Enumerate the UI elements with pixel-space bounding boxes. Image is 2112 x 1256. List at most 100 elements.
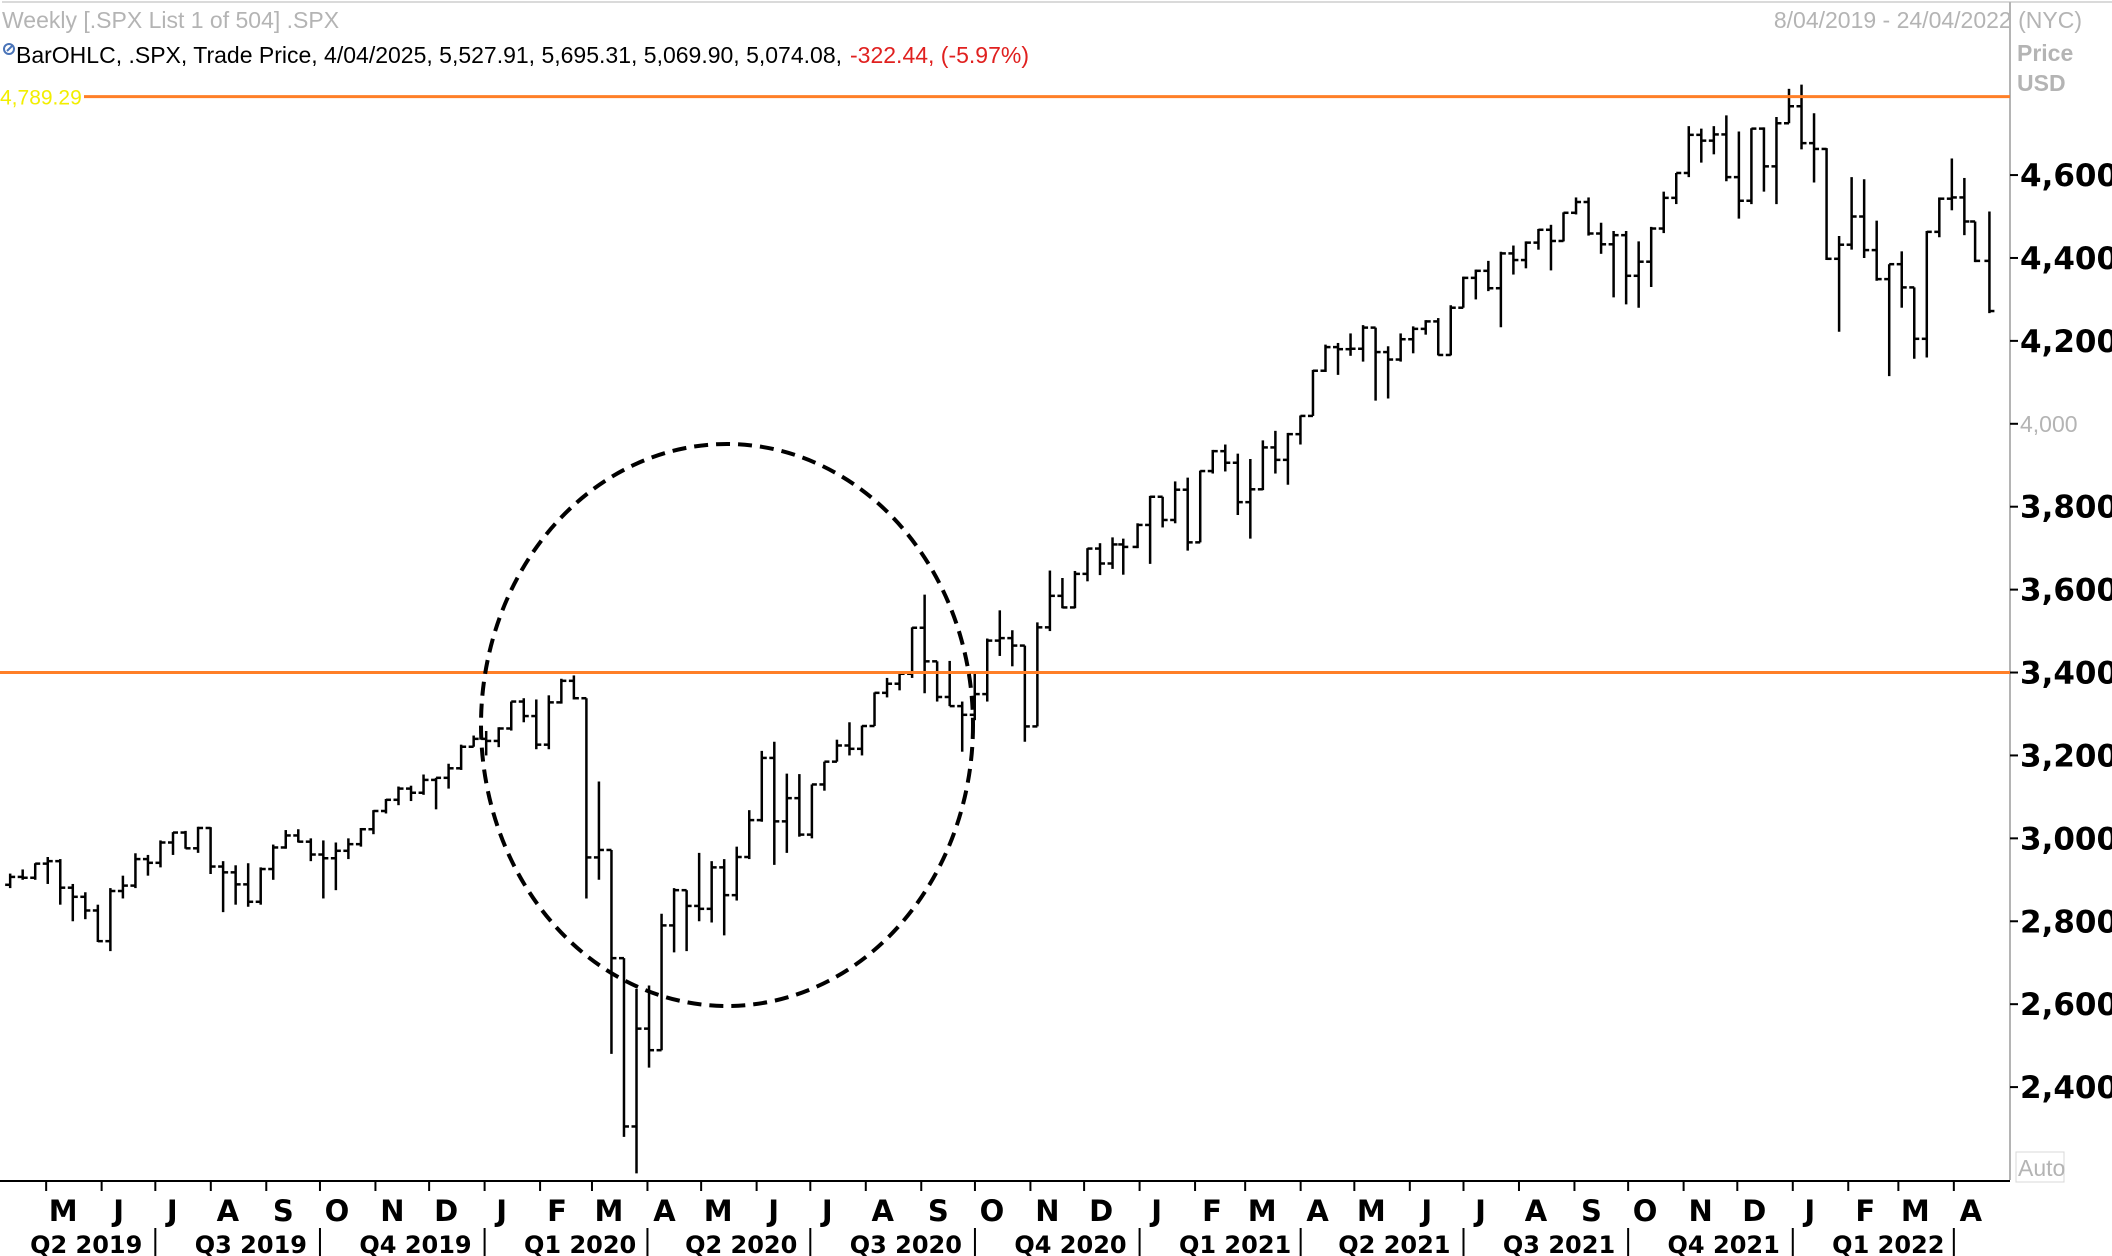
ohlc-bar	[1896, 251, 1907, 308]
price-axis-title: Price	[2017, 40, 2073, 66]
ohlc-bar	[1696, 128, 1707, 163]
ohlc-bar	[1934, 197, 1945, 238]
ohlc-bar	[1145, 495, 1156, 564]
x-month-label: M	[595, 1194, 624, 1228]
ohlc-bar	[268, 844, 279, 880]
ohlc-bar	[105, 888, 116, 952]
ohlc-bar	[593, 781, 604, 880]
ohlc-bar	[431, 776, 442, 810]
ohlc-bar	[1621, 231, 1632, 305]
ohlc-bar	[1195, 469, 1206, 544]
ohlc-bar	[1345, 333, 1356, 356]
ohlc-bar	[894, 672, 905, 691]
ohlc-bar	[243, 863, 254, 907]
x-quarter-label: Q3 2020	[850, 1231, 962, 1256]
ohlc-bar	[1683, 126, 1694, 178]
x-quarter-label: Q4 2021	[1668, 1231, 1780, 1256]
y-tick-label: 3,800	[2020, 490, 2112, 526]
ohlc-bar	[1783, 88, 1794, 125]
y-tick-label: 3,200	[2020, 738, 2112, 774]
ohlc-bar	[969, 673, 980, 721]
ohlc-bar	[1069, 570, 1080, 609]
ohlc-bar	[794, 774, 805, 837]
x-month-label: M	[1901, 1194, 1930, 1228]
x-quarter-label: Q1 2020	[524, 1231, 636, 1256]
x-month-label: J	[1149, 1194, 1162, 1228]
ohlc-bar	[1132, 523, 1143, 549]
ohlc-bar	[1420, 320, 1431, 335]
ohlc-bar	[618, 956, 629, 1137]
level-label-0: 4,789.29	[0, 87, 82, 110]
ohlc-bar	[1633, 241, 1644, 308]
x-month-label: J	[1419, 1194, 1432, 1228]
ohlc-bar	[982, 638, 993, 702]
ohlc-bar	[1846, 177, 1857, 250]
x-month-label: J	[494, 1194, 507, 1228]
ohlc-bar	[1558, 211, 1569, 243]
price-axis-currency: USD	[2017, 70, 2066, 96]
ohlc-bar	[1282, 432, 1293, 485]
ohlc-bar	[1320, 344, 1331, 372]
y-tick-label: 2,400	[2020, 1070, 2112, 1106]
ohlc-bar	[1520, 241, 1531, 269]
x-month-label: F	[1855, 1194, 1875, 1228]
ohlc-bar	[1984, 211, 1995, 314]
ohlc-bar	[1721, 115, 1732, 182]
ohlc-bar	[1671, 171, 1682, 205]
ohlc-bar	[293, 829, 304, 843]
date-range: 8/04/2019 - 24/04/2022 (NYC)	[1774, 7, 2082, 33]
ohlc-bar	[869, 691, 880, 728]
ohlc-bar	[393, 786, 404, 806]
ohlc-bar	[1295, 414, 1306, 445]
x-month-label: N	[1035, 1194, 1059, 1228]
ohlc-bar	[117, 875, 128, 899]
auto-scale-label: Auto	[2018, 1155, 2065, 1181]
ohlc-bar	[568, 675, 579, 700]
ohlc-bar	[493, 727, 504, 748]
ohlc-bar	[456, 744, 467, 770]
legend-settings-icon[interactable]	[3, 43, 15, 55]
ohlc-bar	[1157, 495, 1168, 528]
ohlc-bar	[80, 892, 91, 920]
ohlc-bar	[531, 699, 542, 750]
auto-scale-button[interactable]: Auto	[2015, 1151, 2065, 1183]
ohlc-bar	[1207, 449, 1218, 474]
ohlc-bar	[205, 826, 216, 875]
x-quarter-label: Q4 2019	[359, 1231, 471, 1256]
x-quarter-label: Q2 2019	[30, 1231, 142, 1256]
ohlc-bar	[932, 660, 943, 702]
x-month-label: A	[1525, 1194, 1548, 1228]
y-tick-label: 4,000	[2020, 411, 2078, 437]
ohlc-bar	[1708, 126, 1719, 155]
x-month-label: M	[49, 1194, 78, 1228]
ohlc-bar	[1495, 251, 1506, 328]
ohlc-bar	[1257, 440, 1268, 491]
ohlc-bar	[1545, 224, 1556, 271]
ohlc-bar	[155, 840, 166, 868]
ohlc-bar	[769, 741, 780, 865]
ohlc-bar	[1646, 226, 1657, 287]
x-month-label: O	[980, 1194, 1005, 1228]
x-month-label: J	[766, 1194, 779, 1228]
ohlc-bar	[844, 722, 855, 756]
ohlc-bar	[1019, 644, 1030, 742]
ohlc-bar	[355, 827, 366, 847]
ohlc-bar	[1270, 430, 1281, 474]
ohlc-bar	[1007, 630, 1018, 667]
x-month-label: A	[217, 1194, 240, 1228]
ohlc-bar	[318, 840, 329, 899]
ohlc-bar	[1508, 245, 1519, 275]
x-quarter-label: Q2 2021	[1338, 1231, 1450, 1256]
x-month-label: S	[928, 1194, 949, 1228]
time-axis-ticks: M J J A S O N D J F M A M J J A S O N D J F M A M J J A S O N D J F M AQ2 2…	[30, 1181, 1983, 1256]
x-month-label: M	[704, 1194, 733, 1228]
ohlc-bar	[1044, 570, 1055, 632]
ohlc-bar	[1871, 220, 1882, 281]
ohlc-bar	[694, 852, 705, 922]
x-month-label: J	[1802, 1194, 1815, 1228]
ohlc-bar	[1946, 158, 1957, 211]
y-tick-label: 3,000	[2020, 821, 2112, 857]
ohlc-bar	[142, 854, 153, 876]
x-month-label: D	[434, 1194, 458, 1228]
ohlc-bar	[606, 848, 617, 1054]
